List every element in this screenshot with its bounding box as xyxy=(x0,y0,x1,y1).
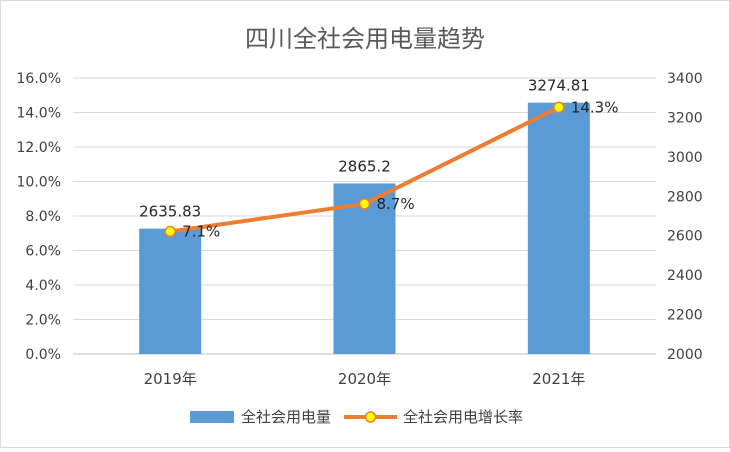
line-data-label: 7.1% xyxy=(182,223,220,241)
bar xyxy=(139,228,202,354)
left-tick-label: 10.0% xyxy=(17,175,61,191)
bar-data-label: 3274.81 xyxy=(528,77,590,95)
bar-series: 2635.83 2865.2 3274.81 xyxy=(139,77,590,354)
bar-data-label: 2865.2 xyxy=(338,157,391,175)
bar xyxy=(333,183,396,354)
line-data-label: 8.7% xyxy=(377,195,415,213)
right-tick-label: 2000 xyxy=(667,347,703,363)
right-tick-label: 2600 xyxy=(667,229,703,245)
left-tick-label: 4.0% xyxy=(25,278,61,294)
left-tick-label: 2.0% xyxy=(25,313,61,329)
legend-line-marker xyxy=(364,411,377,423)
left-tick-label: 6.0% xyxy=(25,244,61,260)
right-tick-label: 3400 xyxy=(667,71,703,87)
left-tick-label: 12.0% xyxy=(17,140,61,156)
left-tick-label: 16.0% xyxy=(17,71,61,87)
category-label: 2020年 xyxy=(338,370,391,388)
line-point xyxy=(553,101,565,114)
legend: 全社会用电量 全社会用电增长率 xyxy=(190,408,523,426)
right-tick-label: 2400 xyxy=(667,268,703,284)
left-tick-label: 8.0% xyxy=(25,209,61,225)
chart-title: 四川全社会用电量趋势 xyxy=(245,25,485,53)
right-axis: 2000 2200 2400 2600 2800 3000 3200 3400 xyxy=(667,71,703,363)
left-axis: 0.0% 2.0% 4.0% 6.0% 8.0% 10.0% 12.0% 14.0% 16.0% xyxy=(17,71,61,363)
x-axis: 2019年 2020年 2021年 xyxy=(144,370,586,388)
line-point xyxy=(358,198,371,210)
bar-data-label: 2635.83 xyxy=(139,203,201,221)
line-point xyxy=(164,225,176,238)
right-tick-label: 3000 xyxy=(667,150,703,166)
category-label: 2021年 xyxy=(532,370,585,388)
line-series: 7.1% 8.7% 14.3% xyxy=(164,98,619,241)
left-tick-label: 14.0% xyxy=(17,106,61,122)
category-label: 2019年 xyxy=(144,370,197,388)
right-tick-label: 2200 xyxy=(667,308,703,324)
left-tick-label: 0.0% xyxy=(25,347,61,363)
legend-bar-swatch xyxy=(190,411,234,423)
right-tick-label: 3200 xyxy=(667,110,703,126)
line-data-label: 14.3% xyxy=(571,98,619,116)
legend-bar-label: 全社会用电量 xyxy=(241,408,331,426)
right-tick-label: 2800 xyxy=(667,189,703,205)
legend-line-label: 全社会用电增长率 xyxy=(403,408,523,426)
bar xyxy=(527,102,590,354)
